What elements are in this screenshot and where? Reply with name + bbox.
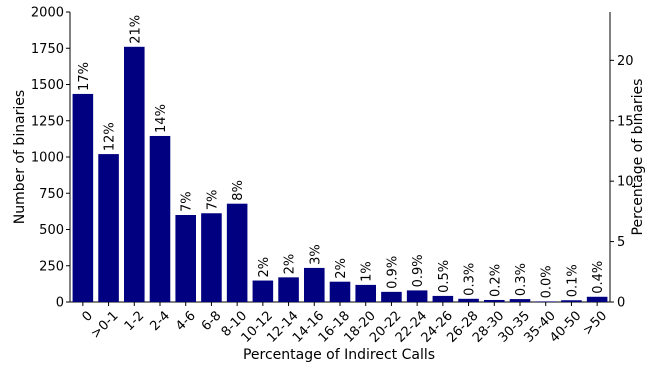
bar [72, 93, 94, 302]
y2-tick-label: 15 [617, 114, 634, 129]
x-tick-label: 1-2 [122, 308, 148, 334]
bar-value-label: 14% [154, 104, 169, 133]
bar [226, 203, 248, 302]
bar [278, 277, 299, 302]
bar-value-label: 1% [360, 261, 375, 282]
y-axis-label: Number of binaries [12, 90, 28, 224]
bar-labels: 17% 12% 21% 14% 7% 7% 8% 2% 2% 3% 2% 1% 0.9% 0.9% 0.5%… [77, 15, 606, 299]
bar [432, 295, 454, 302]
x-tick-label: 2-4 [147, 308, 173, 334]
bar [201, 213, 222, 302]
bar [124, 46, 145, 302]
y2-axis-label: Percentage of binaries [630, 79, 646, 236]
y-axis-ticks: 0 250 500 750 1000 1250 1500 1750 2000 [31, 6, 70, 311]
y-tick-label: 1750 [31, 42, 64, 57]
y2-tick-label: 20 [617, 54, 634, 69]
bar-value-label: 0.9% [411, 254, 426, 287]
y2-axis-ticks: 0 5 10 15 20 [610, 54, 634, 311]
y-tick-label: 1000 [31, 151, 64, 166]
bar [252, 280, 274, 302]
bar-value-label: 7% [205, 190, 220, 211]
bars [72, 46, 608, 302]
bar-value-label: 17% [77, 62, 92, 91]
y-tick-label: 1250 [31, 114, 64, 129]
bar-value-label: 2% [334, 258, 349, 279]
bar-value-label: 0.0% [540, 265, 555, 298]
y2-tick-label: 10 [617, 175, 634, 190]
bar [561, 300, 582, 302]
y-tick-label: 250 [39, 259, 64, 274]
x-tick-label: >50 [580, 308, 610, 338]
y-tick-label: 0 [56, 296, 64, 311]
y-tick-label: 500 [39, 223, 64, 238]
bar [406, 290, 428, 302]
bar-value-label: 2% [283, 254, 298, 275]
y2-tick-label: 0 [617, 296, 625, 311]
bar-value-label: 0.3% [463, 263, 478, 296]
bar [149, 135, 171, 302]
bar-value-label: 21% [128, 15, 143, 44]
bar-value-label: 8% [231, 180, 246, 201]
y2-tick-label: 5 [617, 235, 625, 250]
bar-value-label: 0.1% [565, 264, 580, 297]
y-tick-label: 2000 [31, 6, 64, 21]
bar [355, 284, 376, 302]
bar [484, 299, 505, 302]
bar-value-label: 7% [180, 191, 195, 212]
bar [98, 154, 119, 302]
bar-value-label: 0.3% [514, 263, 529, 296]
bar-value-label: 0.9% [385, 256, 400, 289]
bar-value-label: 3% [308, 244, 323, 265]
bar [509, 299, 531, 302]
bar-value-label: 0.2% [488, 264, 503, 297]
y-tick-label: 1500 [31, 78, 64, 93]
x-axis-label: Percentage of Indirect Calls [243, 347, 435, 363]
bar [458, 298, 479, 302]
bar [586, 296, 608, 302]
bar [304, 267, 325, 302]
x-axis-ticks: 0>0-1 1-2 2-4 4-6 6-88-1010-1212-1414-1616-1… [79, 302, 610, 346]
bar [175, 215, 196, 302]
bar [535, 301, 556, 302]
x-tick-label: 0 [79, 308, 95, 324]
bar-value-label: 12% [103, 122, 118, 151]
x-tick-label: 4-6 [173, 308, 199, 334]
bar-value-label: 0.5% [437, 260, 452, 293]
bar-value-label: 0.4% [591, 261, 606, 294]
x-tick-label: >0-1 [88, 308, 121, 341]
bar [329, 281, 351, 302]
bar-value-label: 2% [257, 257, 272, 278]
bar [381, 291, 402, 302]
y-tick-label: 750 [39, 187, 64, 202]
